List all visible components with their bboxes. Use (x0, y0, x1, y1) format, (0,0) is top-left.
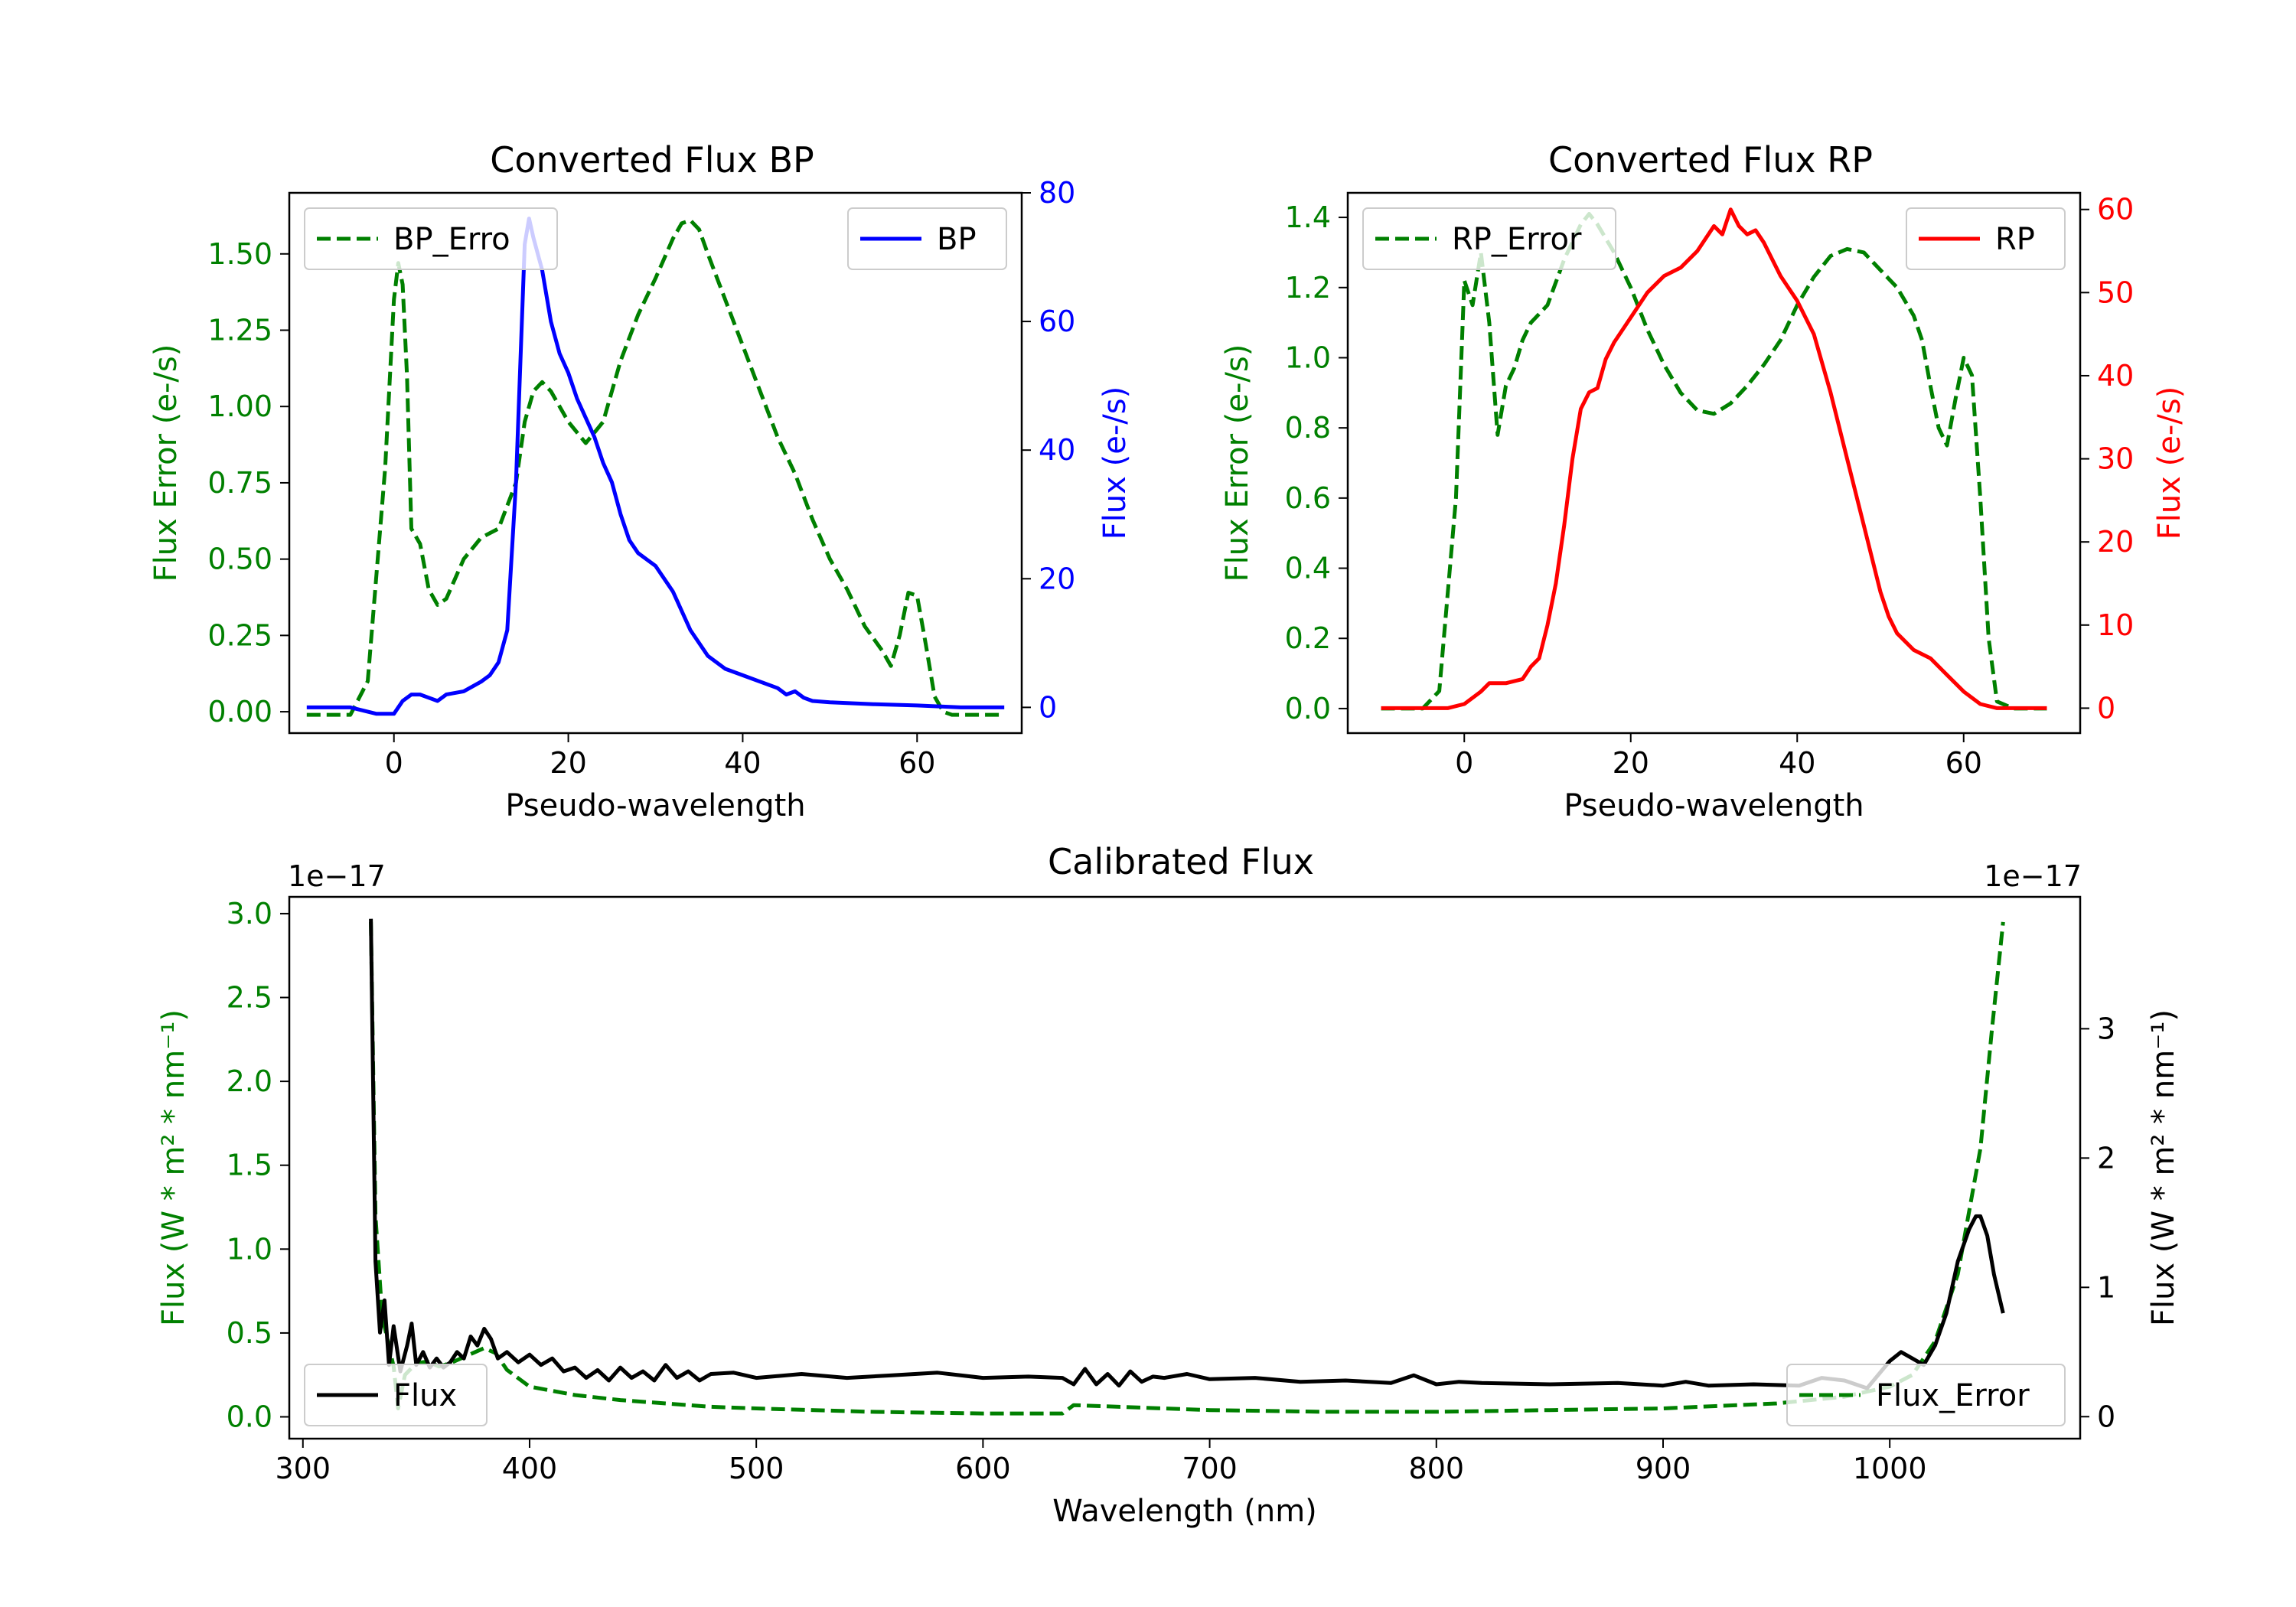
legend-left-box (1362, 207, 1616, 270)
axes-frame (288, 895, 2082, 1440)
legend-right-box (847, 207, 1007, 270)
series-line-rp (1381, 207, 2047, 710)
series-line-bp (306, 217, 1005, 716)
y-right-axis-label: Flux (e-/s) (1097, 386, 1133, 539)
calibrated-chart-title: Calibrated Flux (1048, 841, 1314, 882)
y-left-tick-label: 2.5 (227, 981, 272, 1015)
bp-flux-panel: Converted Flux BP 0 20 40 60 0.00 0.25 0.50 0.7… (148, 139, 1133, 823)
x-axis-label: Wavelength (nm) (1052, 1494, 1317, 1529)
y-left-tick-label: 0.00 (207, 695, 272, 729)
legend-left-box (304, 207, 558, 270)
x-tick-label: 0 (1455, 746, 1473, 780)
y-left-tick-label: 0.50 (207, 543, 272, 576)
x-tick-label: 700 (1182, 1452, 1238, 1485)
y-left-tick-label: 0.25 (207, 618, 272, 652)
y-right-tick-label: 1 (2097, 1270, 2115, 1304)
rp-chart-title: Converted Flux RP (1548, 139, 1873, 181)
x-tick-label: 40 (724, 746, 761, 780)
y-right-tick-label: 0 (1039, 690, 1057, 724)
y-right-tick-label: 3 (2097, 1012, 2115, 1045)
y-right-axis-label: Flux (W * m² * nm⁻¹) (2146, 1009, 2181, 1326)
x-tick-label: 20 (1613, 746, 1649, 780)
y-left-tick-label: 2.0 (227, 1064, 272, 1098)
y-right-tick-label: 60 (2097, 193, 2134, 227)
legend-left-box (304, 1364, 488, 1426)
legend-right-box (1786, 1364, 2066, 1426)
series-line-bp-error (306, 218, 1005, 717)
y-left-tick-label: 0.6 (1285, 481, 1331, 515)
y-right-tick-label: 40 (1039, 433, 1075, 467)
y-left-tick-label: 1.4 (1285, 200, 1331, 234)
y-left-offset-label: 1e−17 (288, 859, 386, 893)
x-tick-label: 60 (899, 746, 935, 780)
y-right-axis-label: Flux (e-/s) (2152, 386, 2187, 539)
y-left-tick-label: 1.25 (207, 313, 272, 347)
rp-flux-panel: Converted Flux RP 0 20 40 60 0.0 0.2 0.4 0.6 0.8… (1220, 139, 2187, 823)
y-left-tick-label: 1.0 (1285, 341, 1331, 374)
legend-left-label: RP_Error (1452, 222, 1582, 257)
y-left-tick-label: 0.4 (1285, 552, 1331, 585)
y-left-tick-label: 0.2 (1285, 621, 1331, 655)
y-left-axis-label: Flux Error (e-/s) (148, 344, 184, 582)
y-right-tick-label: 40 (2097, 359, 2134, 393)
axes-frame (288, 191, 1023, 735)
x-tick-label: 900 (1636, 1452, 1691, 1485)
x-tick-label: 300 (276, 1452, 331, 1485)
x-tick-label: 60 (1945, 746, 1982, 780)
x-tick-label: 800 (1409, 1452, 1465, 1485)
axes-frame (1346, 191, 2082, 735)
y-right-tick-label: 50 (2097, 275, 2134, 309)
legend-right-label: Flux_Error (1876, 1378, 2030, 1413)
legend-right-label: RP (1995, 222, 2035, 257)
y-right-tick-label: 80 (1039, 176, 1075, 210)
x-tick-label: 1000 (1853, 1452, 1927, 1485)
y-right-tick-label: 10 (2097, 608, 2134, 642)
y-right-tick-label: 2 (2097, 1141, 2115, 1175)
y-left-tick-label: 0.0 (1285, 692, 1331, 725)
y-left-tick-label: 0.75 (207, 466, 272, 500)
y-right-tick-label: 0 (2097, 1400, 2115, 1433)
x-tick-label: 0 (385, 746, 403, 780)
y-right-tick-label: 20 (2097, 525, 2134, 559)
y-left-tick-label: 3.0 (227, 897, 272, 931)
y-right-tick-label: 30 (2097, 442, 2134, 476)
series-line-flux-error (369, 921, 2005, 1416)
y-left-tick-label: 1.0 (227, 1232, 272, 1266)
y-right-offset-label: 1e−17 (1984, 859, 2082, 893)
y-left-tick-label: 0.5 (227, 1316, 272, 1350)
y-right-tick-label: 60 (1039, 305, 1075, 338)
legend-right-box (1906, 207, 2066, 270)
bp-chart-title: Converted Flux BP (490, 139, 814, 181)
y-left-tick-label: 0.8 (1285, 411, 1331, 445)
y-left-axis-label: Flux Error (e-/s) (1220, 344, 1255, 582)
x-tick-label: 400 (502, 1452, 558, 1485)
y-left-axis-label: Flux (W * m² * nm⁻¹) (156, 1009, 191, 1326)
legend-left-label: BP_Erro (393, 222, 510, 257)
y-left-tick-label: 0.0 (227, 1400, 272, 1434)
x-tick-label: 500 (729, 1452, 784, 1485)
x-axis-label: Pseudo-wavelength (1564, 788, 1864, 823)
y-left-tick-label: 1.2 (1285, 271, 1331, 305)
calibrated-flux-panel: Calibrated Flux 300 400 500 600 700 800 900 100… (156, 841, 2181, 1529)
y-right-tick-label: 20 (1039, 562, 1075, 595)
x-tick-label: 600 (955, 1452, 1011, 1485)
x-tick-label: 20 (550, 746, 586, 780)
x-axis-label: Pseudo-wavelength (505, 788, 805, 823)
y-left-tick-label: 1.00 (207, 390, 272, 423)
legend-right-label: BP (937, 222, 977, 257)
x-tick-label: 40 (1779, 746, 1815, 780)
series-line-rp-error (1381, 212, 2047, 711)
y-left-tick-label: 1.5 (227, 1149, 272, 1182)
y-left-tick-label: 1.50 (207, 237, 272, 271)
legend-left-label: Flux (393, 1378, 457, 1413)
y-right-tick-label: 0 (2097, 691, 2115, 725)
